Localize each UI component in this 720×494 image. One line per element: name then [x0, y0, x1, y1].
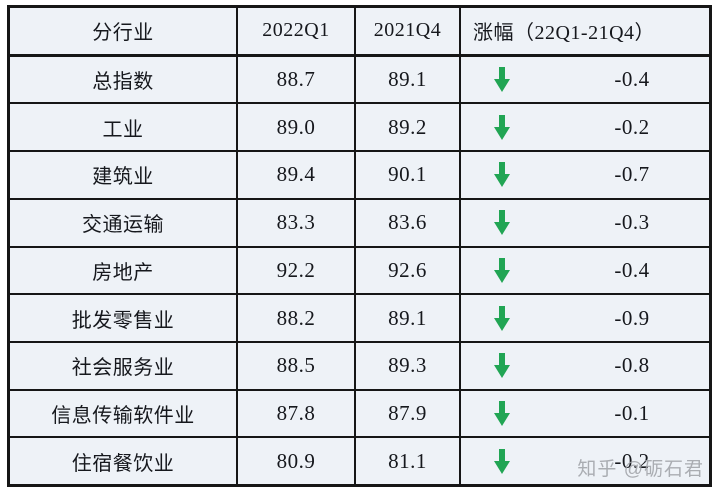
change-cell: -0.8 [461, 343, 709, 389]
industry-label: 信息传输软件业 [10, 390, 238, 437]
down-arrow-icon [494, 162, 510, 188]
change-value: -0.3 [614, 210, 650, 235]
table-row: 总指数 88.7 89.1 -0.4 [10, 56, 709, 105]
change-value: -0.8 [614, 353, 650, 378]
industry-label: 住宿餐饮业 [10, 438, 238, 485]
down-arrow-icon [494, 305, 510, 331]
table-row: 住宿餐饮业 80.9 81.1 -0.2 [10, 438, 709, 485]
value-2021q4: 89.2 [356, 104, 461, 151]
change-cell: -0.4 [461, 57, 709, 103]
table-row: 建筑业 89.4 90.1 -0.7 [10, 152, 709, 200]
col-header-industry: 分行业 [10, 8, 238, 54]
value-2022q1: 92.2 [238, 247, 356, 294]
value-2021q4: 89.1 [356, 295, 461, 341]
value-2022q1: 88.7 [238, 56, 356, 103]
down-arrow-icon [494, 400, 510, 426]
table-row: 工业 89.0 89.2 -0.2 [10, 104, 709, 153]
industry-label: 建筑业 [10, 152, 238, 198]
change-value: -0.2 [614, 114, 650, 139]
value-2021q4: 92.6 [356, 247, 461, 294]
table-row: 交通运输 83.3 83.6 -0.3 [10, 199, 709, 248]
change-value: -0.1 [614, 400, 650, 425]
industry-label: 社会服务业 [10, 342, 238, 389]
value-2022q1: 89.0 [238, 104, 356, 151]
down-arrow-icon [494, 353, 510, 379]
value-2021q4: 90.1 [356, 152, 461, 198]
change-cell: -0.1 [461, 391, 709, 437]
down-arrow-icon [494, 114, 510, 140]
value-2021q4: 87.9 [356, 390, 461, 437]
value-2021q4: 89.1 [356, 56, 461, 103]
change-cell: -0.9 [461, 295, 709, 341]
table-row: 批发零售业 88.2 89.1 -0.9 [10, 295, 709, 343]
change-cell: -0.3 [461, 200, 709, 246]
value-2022q1: 83.3 [238, 199, 356, 246]
industry-label: 交通运输 [10, 199, 238, 246]
industry-label: 总指数 [10, 56, 238, 103]
value-2022q1: 88.5 [238, 342, 356, 389]
change-value: -0.4 [614, 257, 650, 282]
industry-index-table: 分行业 2022Q1 2021Q4 涨幅（22Q1-21Q4） 总指数 88.7… [7, 5, 712, 487]
change-value: -0.7 [614, 162, 650, 187]
value-2021q4: 81.1 [356, 438, 461, 485]
change-cell: -0.2 [461, 438, 709, 484]
down-arrow-icon [494, 257, 510, 283]
industry-label: 房地产 [10, 247, 238, 294]
value-2021q4: 89.3 [356, 342, 461, 389]
value-2022q1: 87.8 [238, 390, 356, 437]
value-2022q1: 88.2 [238, 295, 356, 341]
down-arrow-icon [494, 448, 510, 474]
col-header-change: 涨幅（22Q1-21Q4） [472, 22, 656, 45]
table-row: 社会服务业 88.5 89.3 -0.8 [10, 342, 709, 391]
value-2022q1: 80.9 [238, 438, 356, 485]
industry-label: 批发零售业 [10, 295, 238, 341]
change-cell: -0.2 [461, 104, 709, 150]
value-2021q4: 83.6 [356, 199, 461, 246]
change-cell: -0.4 [461, 248, 709, 294]
table-row: 信息传输软件业 87.8 87.9 -0.1 [10, 390, 709, 439]
change-value: -0.4 [614, 67, 650, 92]
col-header-2021q4: 2021Q4 [356, 8, 461, 54]
change-cell: -0.7 [461, 152, 709, 198]
table-row: 房地产 92.2 92.6 -0.4 [10, 247, 709, 296]
change-value: -0.2 [614, 448, 650, 473]
down-arrow-icon [494, 210, 510, 236]
industry-label: 工业 [10, 104, 238, 151]
change-value: -0.9 [614, 305, 650, 330]
table-header-row: 分行业 2022Q1 2021Q4 涨幅（22Q1-21Q4） [10, 8, 709, 57]
col-header-2022q1: 2022Q1 [238, 8, 356, 54]
value-2022q1: 89.4 [238, 152, 356, 198]
down-arrow-icon [494, 67, 510, 93]
